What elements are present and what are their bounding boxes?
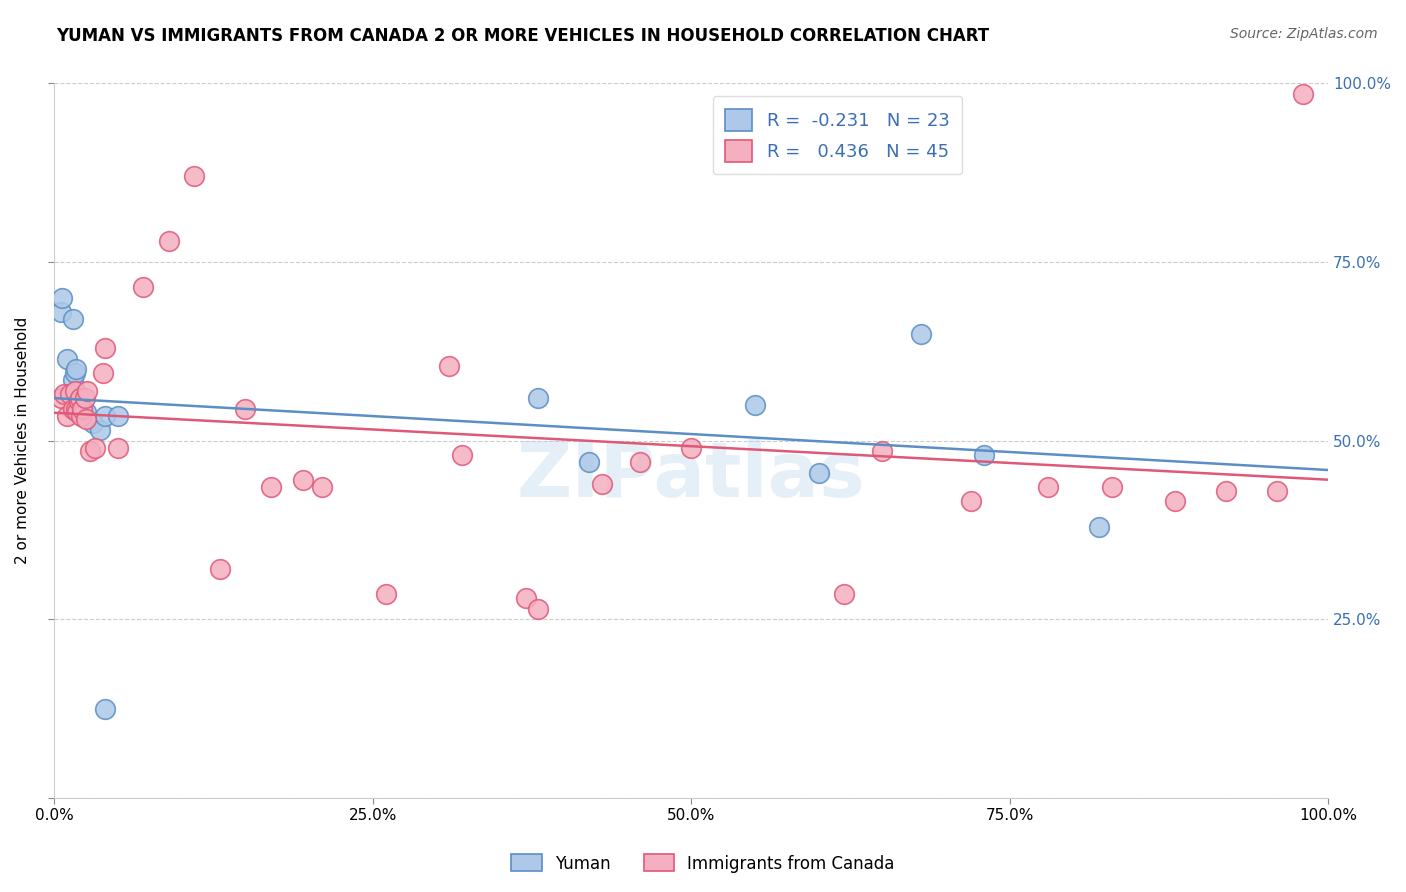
- Point: [75, 412, 97, 426]
- Point: [56, 409, 79, 423]
- Point: [56, 351, 79, 366]
- Point: [960, 494, 983, 508]
- Point: [70, 409, 93, 423]
- Point: [910, 326, 932, 341]
- Legend: Yuman, Immigrants from Canada: Yuman, Immigrants from Canada: [505, 847, 901, 880]
- Point: [65, 401, 87, 416]
- Point: [208, 562, 231, 576]
- Text: Source: ZipAtlas.com: Source: ZipAtlas.com: [1230, 27, 1378, 41]
- Point: [94, 341, 117, 355]
- Point: [1164, 494, 1187, 508]
- Point: [75, 405, 97, 419]
- Point: [1036, 480, 1059, 494]
- Point: [72, 401, 94, 416]
- Point: [63, 366, 86, 380]
- Legend: R =  -0.231   N = 23, R =   0.436   N = 45: R = -0.231 N = 23, R = 0.436 N = 45: [713, 96, 963, 175]
- Point: [235, 401, 257, 416]
- Point: [62, 312, 84, 326]
- Point: [66, 405, 89, 419]
- Point: [58, 387, 80, 401]
- Point: [62, 401, 84, 416]
- Point: [76, 384, 98, 398]
- Point: [1292, 87, 1315, 102]
- Point: [807, 466, 830, 480]
- Point: [94, 702, 117, 716]
- Point: [62, 373, 84, 387]
- Point: [832, 587, 855, 601]
- Point: [744, 398, 766, 412]
- Point: [872, 444, 894, 458]
- Point: [49, 391, 72, 405]
- Point: [82, 416, 104, 430]
- Point: [73, 391, 96, 405]
- Point: [157, 234, 180, 248]
- Point: [973, 448, 995, 462]
- Point: [107, 441, 129, 455]
- Point: [79, 444, 101, 458]
- Point: [65, 362, 87, 376]
- Point: [107, 409, 129, 423]
- Point: [69, 398, 91, 412]
- Point: [1101, 480, 1123, 494]
- Point: [451, 448, 474, 462]
- Point: [311, 480, 333, 494]
- Point: [183, 169, 205, 184]
- Point: [291, 473, 314, 487]
- Point: [63, 384, 86, 398]
- Point: [132, 280, 155, 294]
- Point: [527, 391, 550, 405]
- Point: [49, 305, 72, 319]
- Point: [578, 455, 600, 469]
- Point: [591, 476, 613, 491]
- Point: [66, 394, 89, 409]
- Point: [84, 441, 107, 455]
- Point: [67, 394, 90, 409]
- Point: [437, 359, 460, 373]
- Point: [51, 291, 73, 305]
- Point: [69, 391, 91, 405]
- Point: [628, 455, 651, 469]
- Point: [94, 409, 117, 423]
- Y-axis label: 2 or more Vehicles in Household: 2 or more Vehicles in Household: [15, 318, 30, 565]
- Point: [72, 401, 94, 416]
- Text: YUMAN VS IMMIGRANTS FROM CANADA 2 OR MORE VEHICLES IN HOUSEHOLD CORRELATION CHAR: YUMAN VS IMMIGRANTS FROM CANADA 2 OR MOR…: [56, 27, 990, 45]
- Point: [1088, 519, 1111, 533]
- Text: ZIPatlas: ZIPatlas: [517, 440, 866, 514]
- Point: [91, 366, 114, 380]
- Point: [1265, 483, 1288, 498]
- Point: [515, 591, 537, 605]
- Point: [89, 423, 111, 437]
- Point: [53, 387, 76, 401]
- Point: [374, 587, 396, 601]
- Point: [1215, 483, 1237, 498]
- Point: [527, 601, 550, 615]
- Point: [681, 441, 703, 455]
- Point: [260, 480, 283, 494]
